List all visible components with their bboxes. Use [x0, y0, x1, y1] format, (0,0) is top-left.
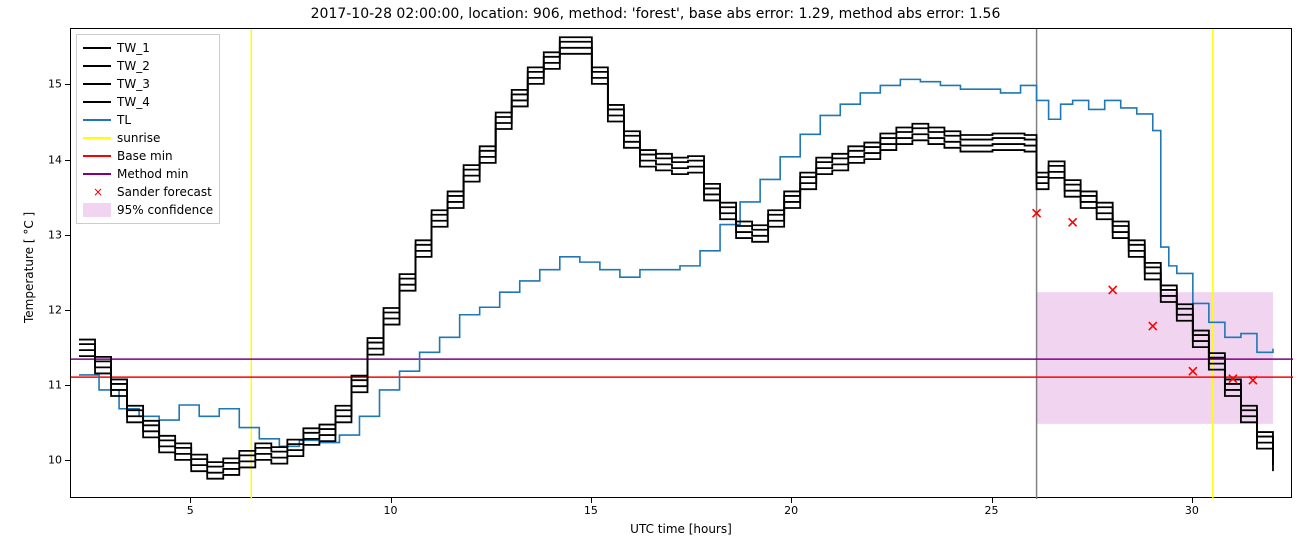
legend-label: TL	[117, 113, 131, 127]
plot-canvas	[71, 29, 1293, 499]
y-tick	[65, 385, 70, 386]
chart-title: 2017-10-28 02:00:00, location: 906, meth…	[0, 6, 1311, 22]
y-tick-label: 13	[48, 228, 62, 241]
legend-swatch	[83, 131, 111, 145]
legend-swatch: ×	[83, 185, 111, 199]
legend-swatch	[83, 95, 111, 109]
y-tick	[65, 160, 70, 161]
y-tick	[65, 310, 70, 311]
x-axis-label: UTC time [hours]	[70, 522, 1292, 536]
x-tick-label: 15	[584, 504, 598, 517]
x-tick	[1192, 498, 1193, 503]
legend-swatch	[83, 203, 111, 217]
legend-swatch	[83, 77, 111, 91]
x-tick	[791, 498, 792, 503]
legend-entry: TW_1	[83, 39, 213, 57]
legend-label: TW_2	[117, 59, 150, 73]
legend-entry: TW_2	[83, 57, 213, 75]
x-tick-label: 5	[187, 504, 194, 517]
legend-entry: TW_3	[83, 75, 213, 93]
y-tick	[65, 460, 70, 461]
x-tick	[391, 498, 392, 503]
legend-label: sunrise	[117, 131, 160, 145]
y-axis-label: Temperature [ °C ]	[22, 212, 36, 323]
x-tick	[591, 498, 592, 503]
sander-marker	[1069, 218, 1077, 226]
legend-label: TW_3	[117, 77, 150, 91]
x-tick-label: 20	[784, 504, 798, 517]
legend-label: TW_1	[117, 41, 150, 55]
legend-entry: Base min	[83, 147, 213, 165]
legend-entry: sunrise	[83, 129, 213, 147]
legend-swatch	[83, 59, 111, 73]
legend-entry: TL	[83, 111, 213, 129]
y-tick-label: 14	[48, 153, 62, 166]
legend-label: TW_4	[117, 95, 150, 109]
y-tick	[65, 235, 70, 236]
legend-swatch	[83, 149, 111, 163]
confidence-patch	[1037, 292, 1273, 424]
legend-entry: TW_4	[83, 93, 213, 111]
y-tick-label: 12	[48, 304, 62, 317]
x-tick	[992, 498, 993, 503]
x-tick-label: 25	[985, 504, 999, 517]
x-tick-label: 30	[1185, 504, 1199, 517]
x-tick-label: 10	[384, 504, 398, 517]
legend-swatch	[83, 167, 111, 181]
legend: TW_1 TW_2 TW_3 TW_4 TL sunrise Base min Method …	[76, 34, 220, 224]
legend-label: Sander forecast	[117, 185, 212, 199]
legend-label: 95% confidence	[117, 203, 213, 217]
legend-entry: × Sander forecast	[83, 183, 213, 201]
legend-entry: Method min	[83, 165, 213, 183]
y-tick-label: 10	[48, 454, 62, 467]
figure: 2017-10-28 02:00:00, location: 906, meth…	[0, 0, 1311, 547]
legend-label: Base min	[117, 149, 173, 163]
x-tick	[190, 498, 191, 503]
y-tick	[65, 84, 70, 85]
y-tick-label: 11	[48, 379, 62, 392]
legend-label: Method min	[117, 167, 188, 181]
legend-entry: 95% confidence	[83, 201, 213, 219]
y-tick-label: 15	[48, 78, 62, 91]
plot-axes	[70, 28, 1292, 498]
legend-swatch	[83, 113, 111, 127]
legend-swatch	[83, 41, 111, 55]
